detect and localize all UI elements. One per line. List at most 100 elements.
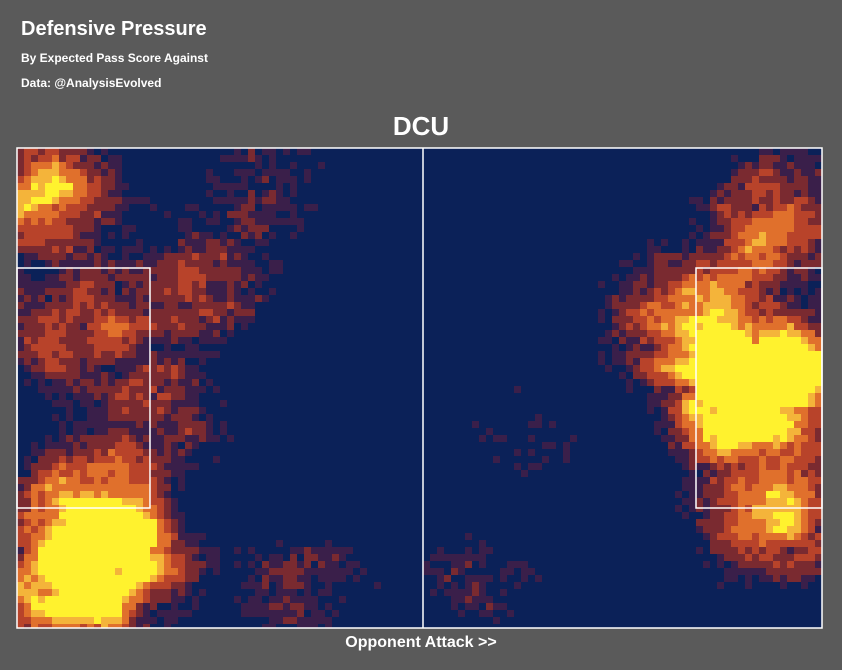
heatmap-cell [528, 232, 535, 239]
heatmap-cell [591, 393, 598, 400]
heatmap-cell [675, 372, 682, 379]
heatmap-cell [297, 337, 304, 344]
heatmap-cell [486, 421, 493, 428]
heatmap-cell [773, 302, 780, 309]
heatmap-cell [234, 246, 241, 253]
heatmap-cell [255, 169, 262, 176]
heatmap-cell [472, 372, 479, 379]
heatmap-cell [787, 246, 794, 253]
heatmap-cell [724, 155, 731, 162]
heatmap-cell [227, 239, 234, 246]
heatmap-cell [73, 260, 80, 267]
heatmap-cell [619, 442, 626, 449]
heatmap-cell [374, 239, 381, 246]
heatmap-cell [703, 365, 710, 372]
heatmap-cell [388, 176, 395, 183]
heatmap-cell [605, 442, 612, 449]
heatmap-cell [493, 421, 500, 428]
heatmap-cell [444, 365, 451, 372]
heatmap-cell [738, 288, 745, 295]
heatmap-cell [591, 162, 598, 169]
heatmap-cell [605, 155, 612, 162]
heatmap-cell [458, 176, 465, 183]
heatmap-cell [143, 337, 150, 344]
heatmap-cell [591, 365, 598, 372]
heatmap-cell [591, 435, 598, 442]
heatmap-cell [738, 218, 745, 225]
heatmap-cell [647, 211, 654, 218]
heatmap-cell [556, 400, 563, 407]
heatmap-cell [339, 232, 346, 239]
heatmap-cell [731, 365, 738, 372]
heatmap-cell [759, 148, 766, 155]
heatmap-cell [353, 162, 360, 169]
heatmap-cell [451, 358, 458, 365]
heatmap-cell [17, 225, 24, 232]
heatmap-cell [143, 344, 150, 351]
heatmap-cell [388, 183, 395, 190]
heatmap-cell [87, 288, 94, 295]
heatmap-cell [164, 260, 171, 267]
heatmap-cell [241, 302, 248, 309]
heatmap-cell [129, 414, 136, 421]
heatmap-cell [171, 309, 178, 316]
heatmap-cell [416, 281, 423, 288]
heatmap-cell [311, 358, 318, 365]
heatmap-cell [374, 176, 381, 183]
heatmap-cell [780, 246, 787, 253]
heatmap-cell [227, 309, 234, 316]
heatmap-cell [409, 274, 416, 281]
heatmap-cell [164, 323, 171, 330]
heatmap-cell [549, 393, 556, 400]
heatmap-cell [731, 211, 738, 218]
heatmap-cell [570, 190, 577, 197]
heatmap-cell [633, 197, 640, 204]
heatmap-cell [444, 309, 451, 316]
heatmap-cell [241, 449, 248, 456]
heatmap-cell [682, 239, 689, 246]
heatmap-cell [87, 393, 94, 400]
heatmap-cell [654, 330, 661, 337]
heatmap-cell [780, 288, 787, 295]
heatmap-cell [94, 344, 101, 351]
heatmap-cell [262, 407, 269, 414]
heatmap-cell [465, 246, 472, 253]
heatmap-cell [192, 190, 199, 197]
heatmap-cell [717, 239, 724, 246]
heatmap-cell [696, 393, 703, 400]
heatmap-cell [444, 183, 451, 190]
heatmap-cell [402, 414, 409, 421]
heatmap-cell [549, 316, 556, 323]
heatmap-cell [367, 351, 374, 358]
heatmap-cell [185, 260, 192, 267]
heatmap-cell [409, 407, 416, 414]
heatmap-cell [122, 316, 129, 323]
heatmap-cell [647, 421, 654, 428]
heatmap-cell [745, 400, 752, 407]
heatmap-cell [619, 232, 626, 239]
heatmap-cell [367, 428, 374, 435]
heatmap-cell [283, 330, 290, 337]
heatmap-cell [178, 295, 185, 302]
heatmap-cell [801, 197, 808, 204]
heatmap-cell [227, 386, 234, 393]
heatmap-cell [584, 218, 591, 225]
heatmap-cell [122, 330, 129, 337]
heatmap-cell [122, 281, 129, 288]
heatmap-cell [304, 435, 311, 442]
heatmap-cell [423, 414, 430, 421]
heatmap-cell [696, 372, 703, 379]
heatmap-cell [570, 351, 577, 358]
heatmap-cell [647, 232, 654, 239]
heatmap-cell [619, 260, 626, 267]
heatmap-cell [521, 148, 528, 155]
heatmap-cell [367, 190, 374, 197]
heatmap-cell [514, 190, 521, 197]
heatmap-cell [731, 428, 738, 435]
heatmap-cell [290, 148, 297, 155]
heatmap-cell [710, 253, 717, 260]
heatmap-cell [479, 379, 486, 386]
heatmap-cell [143, 162, 150, 169]
heatmap-cell [339, 407, 346, 414]
heatmap-cell [703, 435, 710, 442]
